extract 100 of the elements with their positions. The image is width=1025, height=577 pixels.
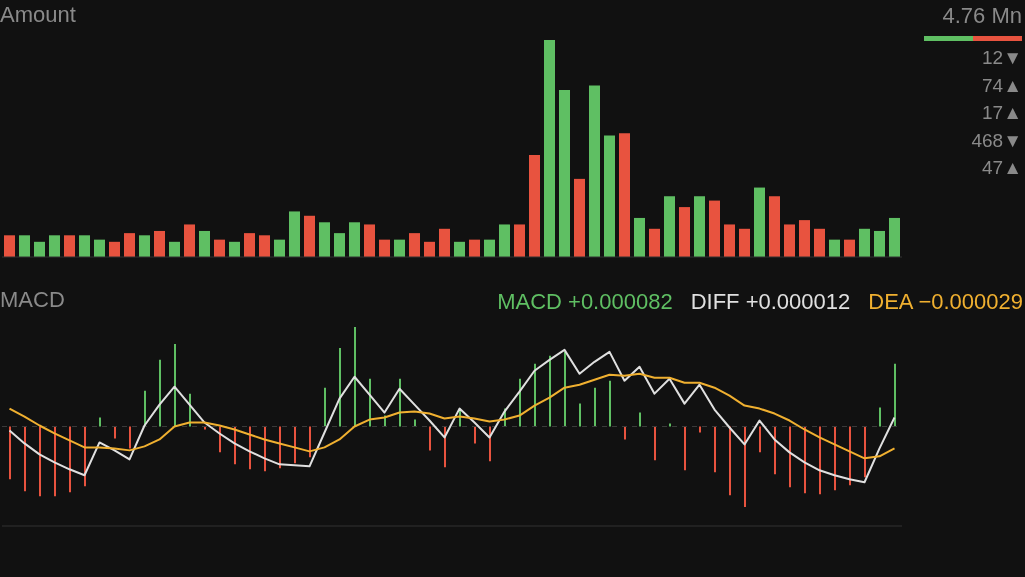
- bar: [544, 40, 555, 257]
- bar: [94, 239, 105, 257]
- bar: [529, 155, 540, 257]
- bar: [69, 426, 71, 493]
- bar: [594, 387, 596, 427]
- bar: [774, 426, 776, 475]
- bar: [844, 239, 855, 257]
- bar: [574, 178, 585, 257]
- text: 74▲: [981, 73, 1022, 98]
- bar: [624, 426, 626, 440]
- text: 12▼: [981, 46, 1022, 70]
- bar: [709, 200, 720, 257]
- bar: [639, 412, 641, 427]
- bar: [99, 417, 101, 427]
- bar: [54, 426, 56, 497]
- bar: [649, 228, 660, 257]
- bar: [409, 233, 420, 257]
- bar: [549, 355, 551, 427]
- bar: [769, 196, 780, 257]
- bar: [139, 235, 150, 257]
- text: 468▼: [970, 128, 1022, 153]
- bar: [324, 387, 326, 427]
- bar: [669, 423, 671, 427]
- text: 17▲: [981, 101, 1022, 125]
- bar: [199, 230, 210, 257]
- bar: [694, 196, 705, 257]
- bar: [829, 239, 840, 257]
- bar: [109, 241, 120, 257]
- bar: [664, 196, 675, 257]
- bar: [609, 380, 611, 427]
- bar: [364, 224, 375, 257]
- bar: [799, 220, 810, 257]
- bar: [294, 426, 296, 464]
- bar: [579, 403, 581, 427]
- bar: [559, 89, 570, 257]
- bar: [424, 241, 435, 257]
- bar: [714, 426, 716, 473]
- bar: [739, 228, 750, 257]
- bar: [184, 224, 195, 257]
- bar: [274, 239, 285, 257]
- bar: [679, 207, 690, 257]
- bar: [34, 241, 45, 257]
- bar: [244, 233, 255, 257]
- bar: [889, 217, 900, 257]
- bar: [744, 426, 746, 508]
- bar: [439, 228, 450, 257]
- bar: [394, 239, 405, 257]
- bar: [124, 233, 135, 257]
- bar: [169, 241, 180, 257]
- bar: [634, 217, 645, 257]
- bar: [514, 224, 525, 257]
- bar: [589, 85, 600, 257]
- bar: [499, 224, 510, 257]
- bar: [339, 347, 341, 427]
- text: DEA −0.000029: [868, 289, 1023, 315]
- bar: [159, 359, 161, 427]
- bar: [4, 235, 15, 257]
- bar: [784, 224, 795, 257]
- bar: [304, 215, 315, 257]
- bar: [354, 327, 356, 427]
- bar: [49, 235, 60, 257]
- bar: [309, 426, 311, 458]
- bar: [864, 426, 866, 478]
- bar: [834, 426, 836, 491]
- bar: [334, 233, 345, 257]
- bar: [469, 239, 480, 257]
- bar: [129, 426, 131, 449]
- bar: [619, 133, 630, 257]
- bar: [369, 378, 371, 427]
- bar: [564, 351, 566, 427]
- bar: [154, 230, 165, 257]
- bar: [64, 235, 75, 257]
- bar: [729, 426, 731, 496]
- bar: [814, 228, 825, 257]
- text: MACD +0.000082: [497, 289, 673, 315]
- bar: [84, 426, 86, 487]
- text: DIFF +0.000012: [690, 289, 851, 315]
- bar: [874, 230, 885, 257]
- chart-title: MACD: [0, 287, 65, 313]
- bar: [804, 426, 806, 494]
- bar: [484, 239, 495, 257]
- bar: [474, 426, 476, 444]
- bar: [229, 241, 240, 257]
- bar: [879, 407, 881, 427]
- chart-title: Amount: [0, 2, 76, 28]
- bar: [214, 239, 225, 257]
- bar: [754, 187, 765, 257]
- bar: [789, 426, 791, 488]
- bar: [859, 228, 870, 257]
- bar: [349, 222, 360, 257]
- bar: [114, 426, 116, 439]
- bar: [684, 426, 686, 471]
- bar: [79, 235, 90, 257]
- bar: [259, 235, 270, 257]
- bar: [849, 426, 851, 486]
- bar: [894, 363, 896, 427]
- bar: [454, 241, 465, 257]
- bar: [819, 426, 821, 495]
- bar: [319, 222, 330, 257]
- bar: [174, 343, 176, 427]
